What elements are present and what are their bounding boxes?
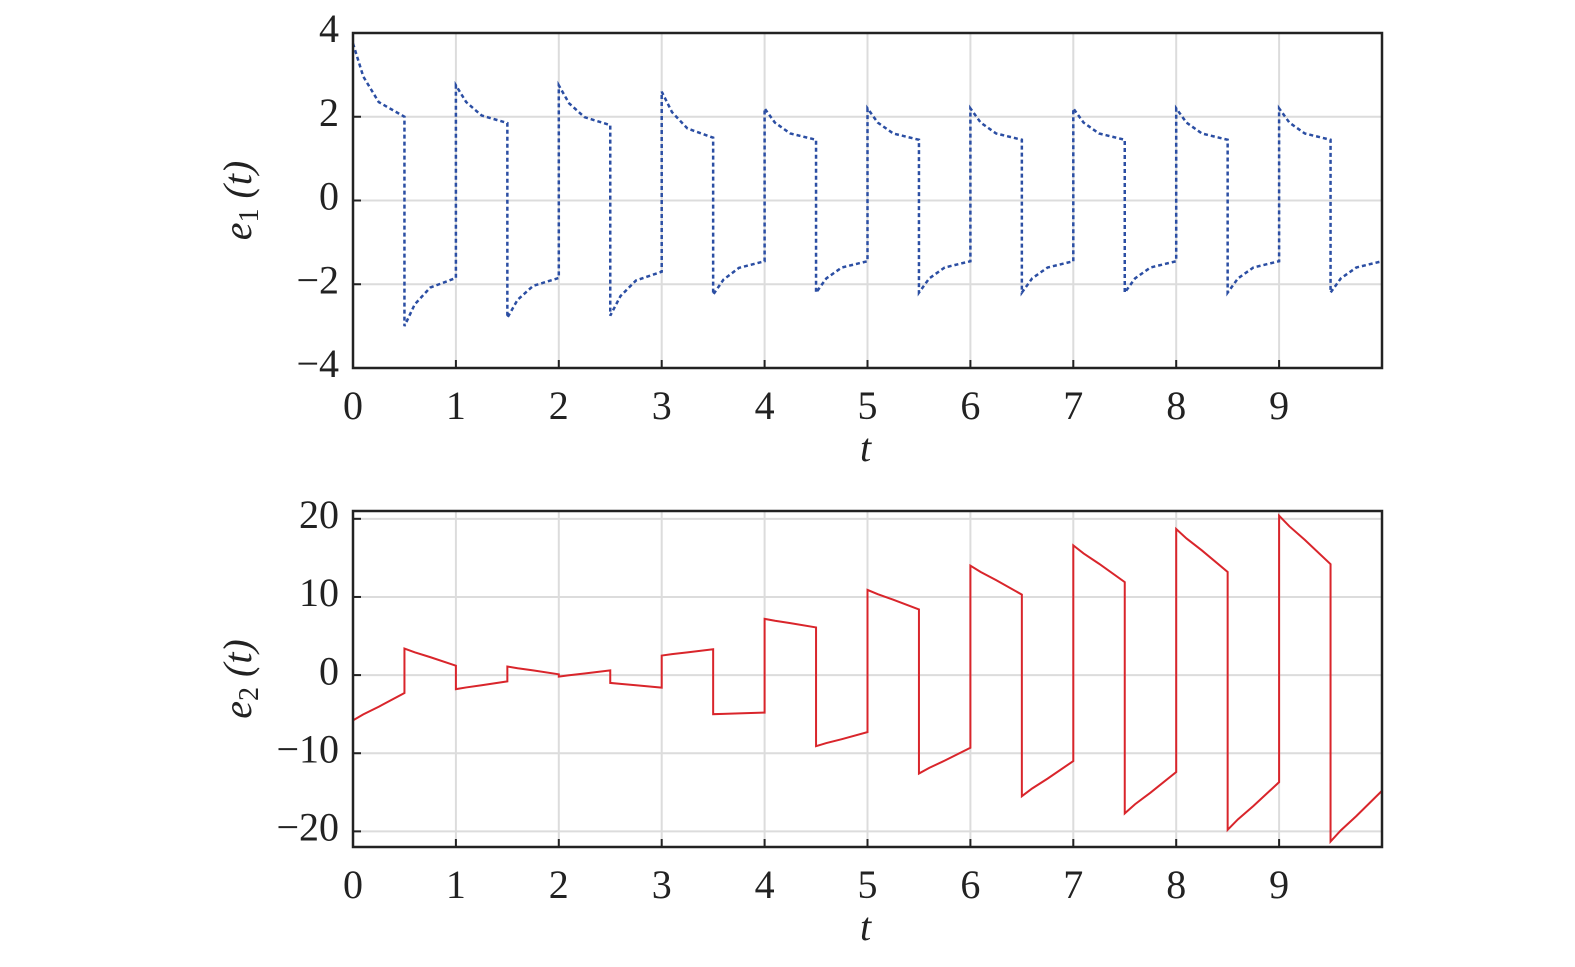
x-tick-label: 5 <box>858 383 878 428</box>
y-tick-label: 10 <box>299 570 339 615</box>
x-tick-label: 1 <box>446 862 466 907</box>
plot-frame <box>351 31 1384 370</box>
data-line <box>352 513 1383 845</box>
y-label-base: e <box>215 223 260 241</box>
x-tick-label: 9 <box>1269 383 1289 428</box>
x-tick-label: 8 <box>1166 862 1186 907</box>
x-tick-label: 2 <box>549 383 569 428</box>
x-tick-label: 5 <box>858 862 878 907</box>
y-axis-label: e2 (t) <box>215 639 265 719</box>
y-label-base: e <box>215 701 260 719</box>
y-tick-label: −4 <box>296 341 339 386</box>
x-tick-label: 6 <box>960 383 980 428</box>
y-tick-label: 20 <box>299 492 339 537</box>
y-tick-label: 0 <box>319 648 339 693</box>
y-label-subscript: 2 <box>234 687 265 701</box>
y-tick-label: 4 <box>319 6 339 51</box>
y-tick-label: 0 <box>319 174 339 219</box>
x-tick-label: 2 <box>549 862 569 907</box>
x-tick-label: 6 <box>960 862 980 907</box>
x-tick-label: 4 <box>755 862 775 907</box>
x-tick-label: 7 <box>1063 862 1083 907</box>
x-axis-label: t <box>860 425 872 470</box>
x-tick-label: 3 <box>652 862 672 907</box>
y-axis-label: e1 (t) <box>215 161 265 241</box>
x-tick-label: 8 <box>1166 383 1186 428</box>
x-tick-label: 0 <box>343 383 363 428</box>
x-axis-label: t <box>860 904 872 949</box>
x-tick-label: 7 <box>1063 383 1083 428</box>
x-tick-label: 0 <box>343 862 363 907</box>
data-line <box>351 43 1383 327</box>
y-label-argument: (t) <box>215 161 260 199</box>
y-label-argument: (t) <box>215 639 260 677</box>
y-tick-label: −2 <box>296 257 339 302</box>
y-tick-label: −10 <box>276 726 339 771</box>
x-tick-label: 9 <box>1269 862 1289 907</box>
x-tick-label: 1 <box>446 383 466 428</box>
plot-frame <box>351 509 1384 849</box>
x-tick-label: 3 <box>652 383 672 428</box>
y-tick-label: −20 <box>276 805 339 850</box>
y-label-subscript: 1 <box>234 209 265 223</box>
x-tick-label: 4 <box>755 383 775 428</box>
y-tick-label: 2 <box>319 90 339 135</box>
